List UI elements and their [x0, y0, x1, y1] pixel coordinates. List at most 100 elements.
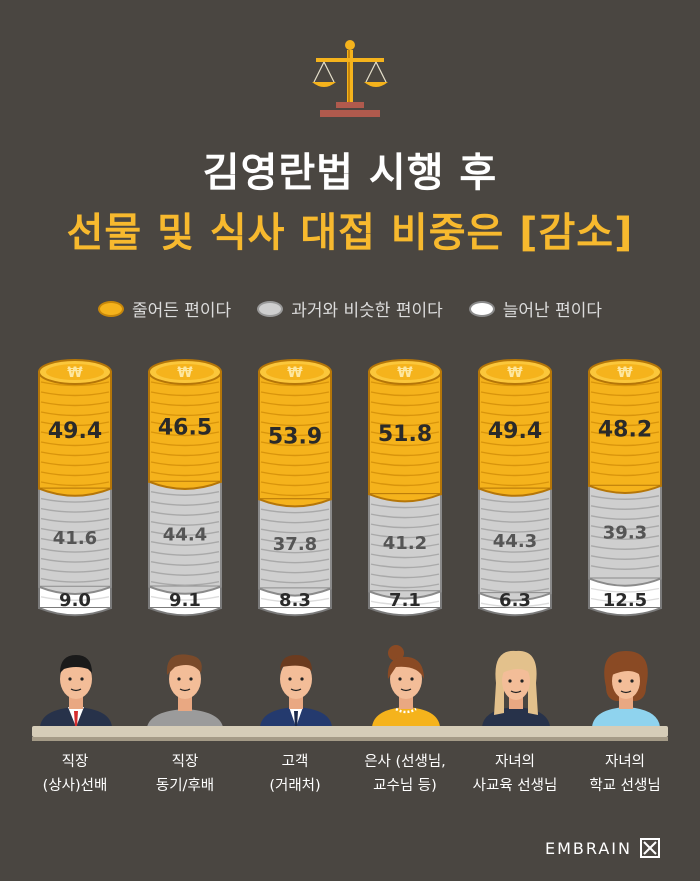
- coin-rim: [588, 484, 662, 494]
- silver-coin-icon: [257, 300, 284, 317]
- data-label: 51.8: [378, 422, 432, 447]
- coin-ridge: [590, 431, 660, 437]
- coin-ridge: [260, 431, 330, 437]
- coin-rim: [368, 493, 442, 503]
- scale-icon: [312, 40, 388, 117]
- coin-ridge: [260, 508, 330, 514]
- coin-top-inner: [486, 364, 544, 380]
- data-label: 41.2: [383, 533, 427, 554]
- category-label: 은사 (선생님, 교수님 등): [345, 750, 465, 798]
- data-label: 39.3: [603, 522, 647, 543]
- coin-ridge: [370, 411, 440, 417]
- coin-ridge: [260, 441, 330, 447]
- won-symbol-icon: ₩: [507, 365, 523, 381]
- coin-ridge: [480, 401, 550, 407]
- stack-segment: [258, 498, 332, 590]
- category-line: 사교육 선생님: [472, 778, 558, 794]
- coin-stack: ₩49.4 44.3 6.3: [478, 359, 552, 617]
- coin-ridge: [480, 461, 550, 467]
- coin-ridge: [260, 491, 330, 497]
- coin-ridge: [40, 547, 110, 553]
- coin-ridge: [480, 557, 550, 563]
- coin-ridge: [260, 578, 330, 584]
- coin-ridge: [260, 411, 330, 417]
- coin-ridge: [480, 602, 550, 608]
- coin-ridge: [150, 521, 220, 526]
- coin-ridge: [480, 471, 550, 477]
- coin-ridge: [590, 411, 660, 417]
- coin-ridge: [40, 381, 110, 387]
- coin-ridge: [40, 451, 110, 457]
- coin-ridge: [150, 541, 220, 546]
- coin-ridge: [480, 381, 550, 387]
- person-private-tutor-icon: [482, 650, 550, 727]
- data-label: 44.3: [493, 531, 537, 552]
- coin-ridge: [590, 391, 660, 397]
- won-symbol-icon: ₩: [177, 365, 193, 381]
- coin-ridge: [590, 515, 660, 520]
- coin-ridge: [480, 537, 550, 543]
- coin-ridge: [480, 507, 550, 513]
- coin-ridge: [480, 527, 550, 533]
- coin-rim: [38, 487, 112, 497]
- coin-ridge: [370, 441, 440, 447]
- shelf-shadow: [32, 737, 668, 741]
- brand-name: EMBRAIN: [545, 838, 632, 858]
- coin-ridge: [40, 411, 110, 417]
- category-line: 직장: [171, 754, 199, 770]
- coin-ridge: [370, 471, 440, 477]
- coin-ridge: [260, 558, 330, 564]
- coin-ridge: [40, 421, 110, 427]
- coin-ridge: [370, 543, 440, 549]
- coin-ridge: [150, 421, 220, 427]
- coin-rim: [368, 590, 442, 600]
- stack-segment: [478, 371, 552, 490]
- coin-ridge: [40, 481, 110, 487]
- data-label: 49.4: [488, 419, 542, 444]
- data-label: 44.4: [163, 524, 207, 545]
- coin-ridge: [40, 391, 110, 397]
- coin-top-inner: [46, 364, 104, 380]
- category-line: 동기/후배: [155, 778, 215, 794]
- coin-ridge: [150, 381, 220, 387]
- coin-ridge: [590, 505, 660, 510]
- coin-ridge: [150, 411, 220, 417]
- gold-coin-icon: [97, 300, 124, 317]
- coin-ridge: [150, 391, 220, 397]
- coin-ridge: [260, 548, 330, 554]
- coin-rim: [38, 585, 112, 595]
- stack-segment: [588, 484, 662, 580]
- category-line: 직장: [61, 754, 89, 770]
- coin-ridge: [590, 421, 660, 427]
- coin-rim: [478, 592, 552, 602]
- coin-ridge: [590, 471, 660, 477]
- legend-item-increased: 늘어난 편이다: [468, 296, 602, 321]
- coin-ridge: [150, 581, 220, 586]
- coin-ridge: [150, 571, 220, 576]
- category-line: 학교 선생님: [589, 778, 661, 794]
- coin-ridge: [150, 595, 220, 601]
- coin-ridge: [480, 497, 550, 503]
- person-teacher-professor-icon: [372, 645, 440, 727]
- coin-ridge: [370, 563, 440, 569]
- person-school-teacher-icon: [592, 651, 660, 727]
- coin-ridge: [260, 518, 330, 524]
- category-line: (거래처): [269, 778, 321, 794]
- stack-segment: [38, 371, 112, 490]
- coin-rim: [148, 480, 222, 490]
- coin-rim: [258, 498, 332, 508]
- coin-stack: ₩48.2 39.3 12.5: [588, 359, 662, 617]
- won-symbol-icon: ₩: [617, 365, 633, 381]
- coin-ridge: [370, 391, 440, 397]
- coin-ridge: [590, 587, 660, 593]
- data-label: 48.2: [598, 418, 652, 443]
- coin-ridge: [590, 565, 660, 570]
- coin-rim: [368, 607, 442, 617]
- category-line: 자녀의: [494, 754, 536, 770]
- coin-ridge: [150, 451, 220, 457]
- category-line: 은사 (선생님,: [364, 754, 446, 770]
- coin-top-inner: [376, 364, 434, 380]
- coin-ridge: [150, 491, 220, 496]
- coin-ridge: [590, 401, 660, 407]
- coin-ridge: [480, 441, 550, 447]
